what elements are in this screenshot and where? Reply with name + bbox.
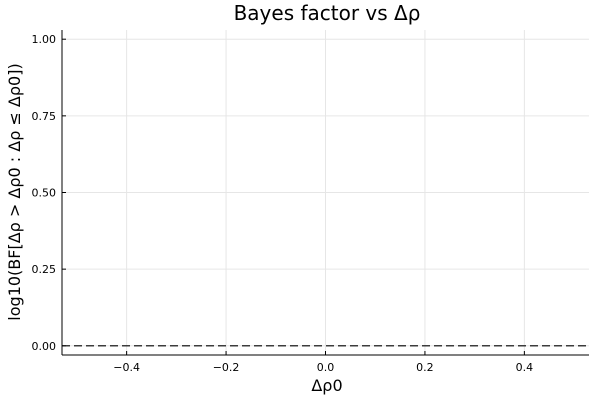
x-axis-label: Δρ0 (311, 376, 342, 395)
grid-layer (62, 30, 589, 355)
x-tick-label-2: 0.0 (317, 361, 335, 374)
y-axis-label: log10(BF[Δρ > Δρ0 : Δρ ≤ Δρ0]) (5, 63, 24, 320)
x-ticks: −0.4 −0.2 0.0 0.2 0.4 (113, 351, 533, 374)
x-tick-label-0: −0.4 (113, 361, 140, 374)
y-tick-label-3: 0.75 (32, 110, 57, 123)
y-ticks: 0.00 0.25 0.50 0.75 1.00 (32, 33, 66, 353)
y-tick-label-2: 0.50 (32, 187, 57, 200)
y-tick-label-1: 0.25 (32, 263, 57, 276)
x-tick-label-3: 0.2 (416, 361, 434, 374)
chart-title: Bayes factor vs Δρ (234, 1, 421, 25)
y-tick-label-4: 1.00 (32, 33, 57, 46)
x-tick-label-4: 0.4 (516, 361, 534, 374)
x-tick-label-1: −0.2 (213, 361, 240, 374)
y-tick-label-0: 0.00 (32, 340, 57, 353)
